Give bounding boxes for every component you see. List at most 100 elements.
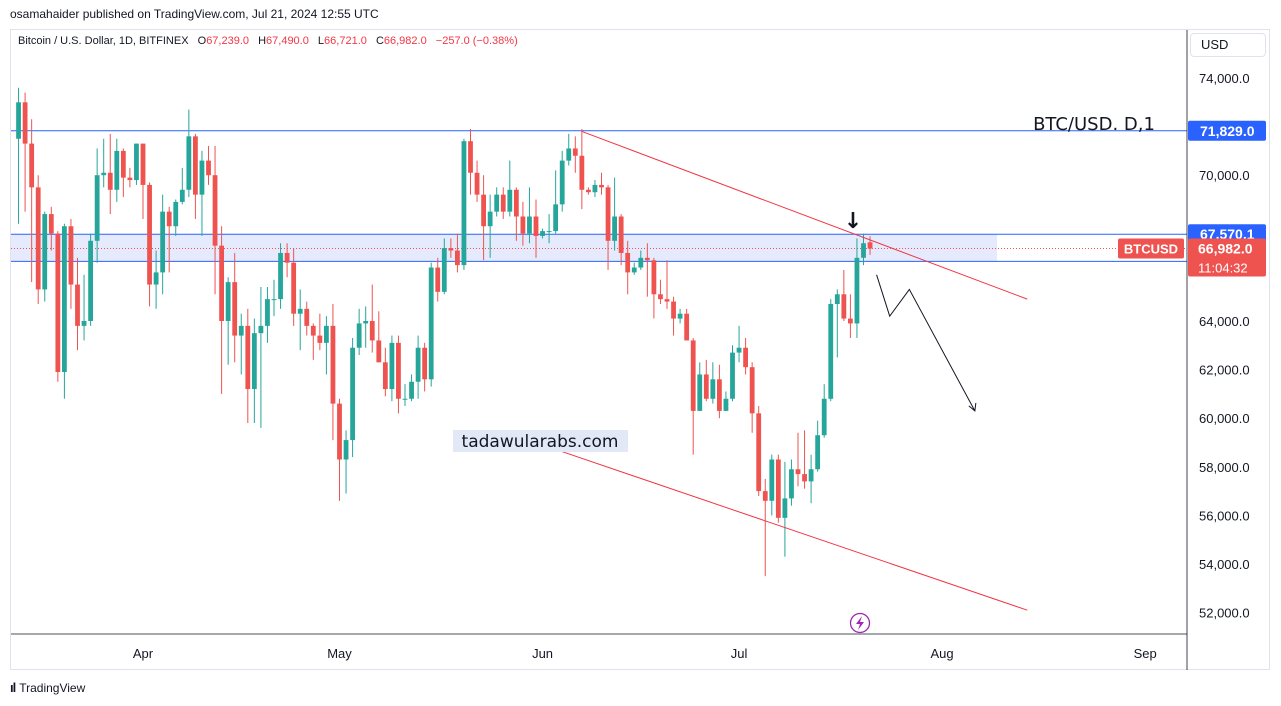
support-zone — [11, 234, 997, 262]
candle — [134, 143, 139, 185]
candle-body — [789, 469, 794, 499]
candle-body — [815, 435, 821, 470]
candle-body — [651, 260, 657, 295]
candle-body — [166, 211, 172, 227]
candle — [251, 318, 257, 424]
candle-body — [193, 136, 198, 195]
price-tags: 71,829.067,570.166,453.566,982.011:04:32… — [1118, 120, 1266, 277]
candle — [22, 92, 28, 212]
candle — [828, 299, 834, 402]
candle-body — [448, 248, 454, 251]
tradingview-logo-icon: ıl — [10, 680, 16, 695]
y-tick-label: 54,000.0 — [1199, 557, 1250, 572]
candle — [48, 206, 54, 251]
candle — [402, 384, 408, 407]
candle — [428, 262, 434, 387]
candle — [140, 143, 146, 219]
y-tick-label: 64,000.0 — [1199, 314, 1250, 329]
candle-body — [559, 160, 565, 205]
candle-body — [612, 216, 617, 241]
footer-brand[interactable]: ıl TradingView — [10, 680, 85, 695]
candle-body — [127, 177, 133, 181]
candle — [697, 362, 703, 411]
candle — [284, 243, 290, 278]
candle — [225, 277, 231, 365]
candle-body — [730, 352, 735, 399]
candle — [566, 133, 572, 166]
resistance-price-tag-bg — [1188, 120, 1266, 141]
candles — [16, 87, 873, 577]
candle-body — [29, 143, 35, 188]
candle-body — [42, 214, 48, 290]
candle — [75, 257, 80, 351]
candle — [173, 199, 179, 236]
lower-trendline[interactable] — [542, 444, 1028, 611]
symbol-legend: Bitcoin / U.S. Dollar, 1D, BITFINEX O67,… — [18, 35, 518, 47]
candle — [265, 286, 270, 343]
candle-body — [854, 257, 860, 324]
publisher-line: osamahaider published on TradingView.com… — [10, 7, 379, 21]
candle-body — [251, 333, 257, 390]
candle-body — [212, 175, 218, 246]
legend-low-key: L — [317, 35, 325, 47]
candle — [756, 406, 762, 496]
candle-body — [173, 201, 179, 227]
candle — [238, 313, 244, 375]
candle — [369, 284, 375, 353]
candle-body — [114, 150, 120, 190]
candle-body — [153, 272, 159, 285]
candle-body — [533, 216, 539, 236]
candle-body — [808, 469, 814, 482]
x-tick-label: Sep — [1134, 646, 1157, 661]
candle-body — [369, 321, 375, 341]
candle — [291, 248, 297, 326]
candle-body — [481, 194, 486, 227]
candle-body — [572, 148, 578, 156]
candle — [81, 274, 87, 341]
upper-trendline[interactable] — [581, 130, 1028, 300]
candle — [487, 194, 493, 258]
candle-body — [389, 342, 395, 390]
last-price-tag: 66,982.0 — [1198, 241, 1253, 257]
candle-body — [834, 294, 840, 304]
candle — [186, 109, 192, 198]
candle-body — [697, 374, 703, 411]
candle-body — [546, 231, 552, 233]
candle — [802, 430, 807, 489]
candle-body — [199, 160, 205, 195]
candle-body — [160, 211, 166, 273]
candle — [317, 313, 323, 351]
resistance-price-tag: 71,829.0 — [1200, 123, 1255, 139]
projection-arrowhead[interactable] — [968, 402, 977, 412]
candle — [166, 206, 172, 273]
candle — [703, 359, 709, 402]
candle — [232, 252, 238, 363]
candle-body — [769, 459, 775, 501]
countdown-tag: 11:04:32 — [1198, 261, 1248, 276]
zone-top-price-tag: 67,570.1 — [1200, 226, 1255, 242]
candle — [376, 311, 382, 363]
candle — [68, 218, 74, 309]
symbol-tag-bg — [1118, 238, 1184, 259]
candle-body — [664, 299, 670, 302]
candle-body — [363, 321, 369, 324]
candle — [631, 262, 637, 275]
candle — [206, 146, 211, 185]
candle — [572, 136, 578, 173]
candle — [310, 323, 316, 360]
candle — [219, 226, 224, 394]
candle-body — [22, 102, 28, 144]
candle — [664, 260, 670, 309]
projection-path[interactable] — [876, 274, 976, 412]
candle — [821, 384, 827, 438]
candle — [278, 243, 283, 309]
candle — [494, 187, 500, 217]
trendlines[interactable] — [542, 130, 1028, 611]
currency-button[interactable]: USD — [1190, 33, 1266, 57]
candle — [441, 238, 447, 295]
candle-body — [658, 294, 663, 300]
candle-body — [88, 240, 93, 321]
flash-icon[interactable] — [849, 612, 871, 634]
candle — [481, 175, 486, 261]
